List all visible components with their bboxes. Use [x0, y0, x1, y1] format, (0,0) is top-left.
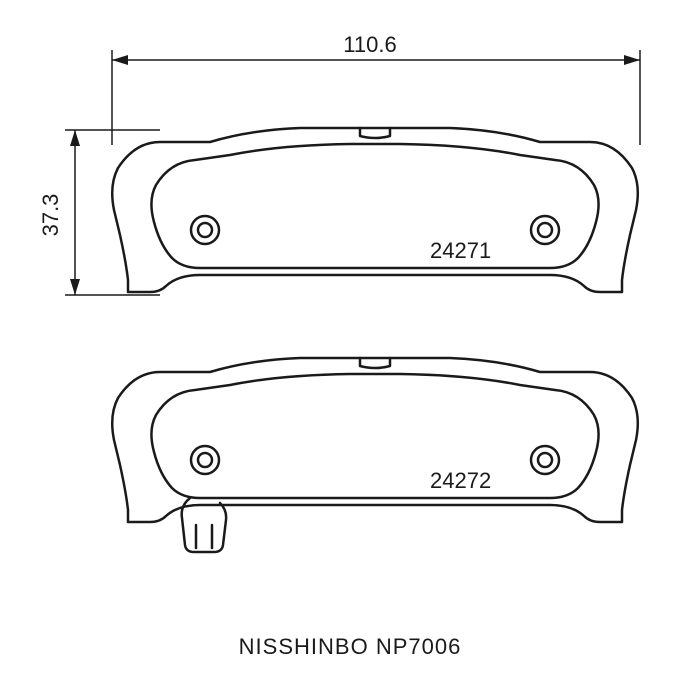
brand-label: NISSHINBO	[239, 634, 369, 659]
footer-caption: NISSHINBO NP7006	[0, 634, 700, 660]
width-dimension-label: 110.6	[343, 32, 396, 57]
pad-bottom-part-number: 24272	[430, 468, 491, 493]
height-dimension-label: 37.3	[38, 194, 63, 237]
diagram-canvas: 110.6 37.3	[0, 0, 700, 700]
pad-top-part-number: 24271	[430, 238, 491, 263]
model-label: NP7006	[376, 634, 462, 659]
height-dimension: 37.3	[38, 130, 160, 295]
brake-pad-top: 24271	[112, 128, 638, 292]
brake-pad-bottom: 24272	[112, 358, 638, 552]
technical-drawing-svg: 110.6 37.3	[0, 0, 700, 620]
